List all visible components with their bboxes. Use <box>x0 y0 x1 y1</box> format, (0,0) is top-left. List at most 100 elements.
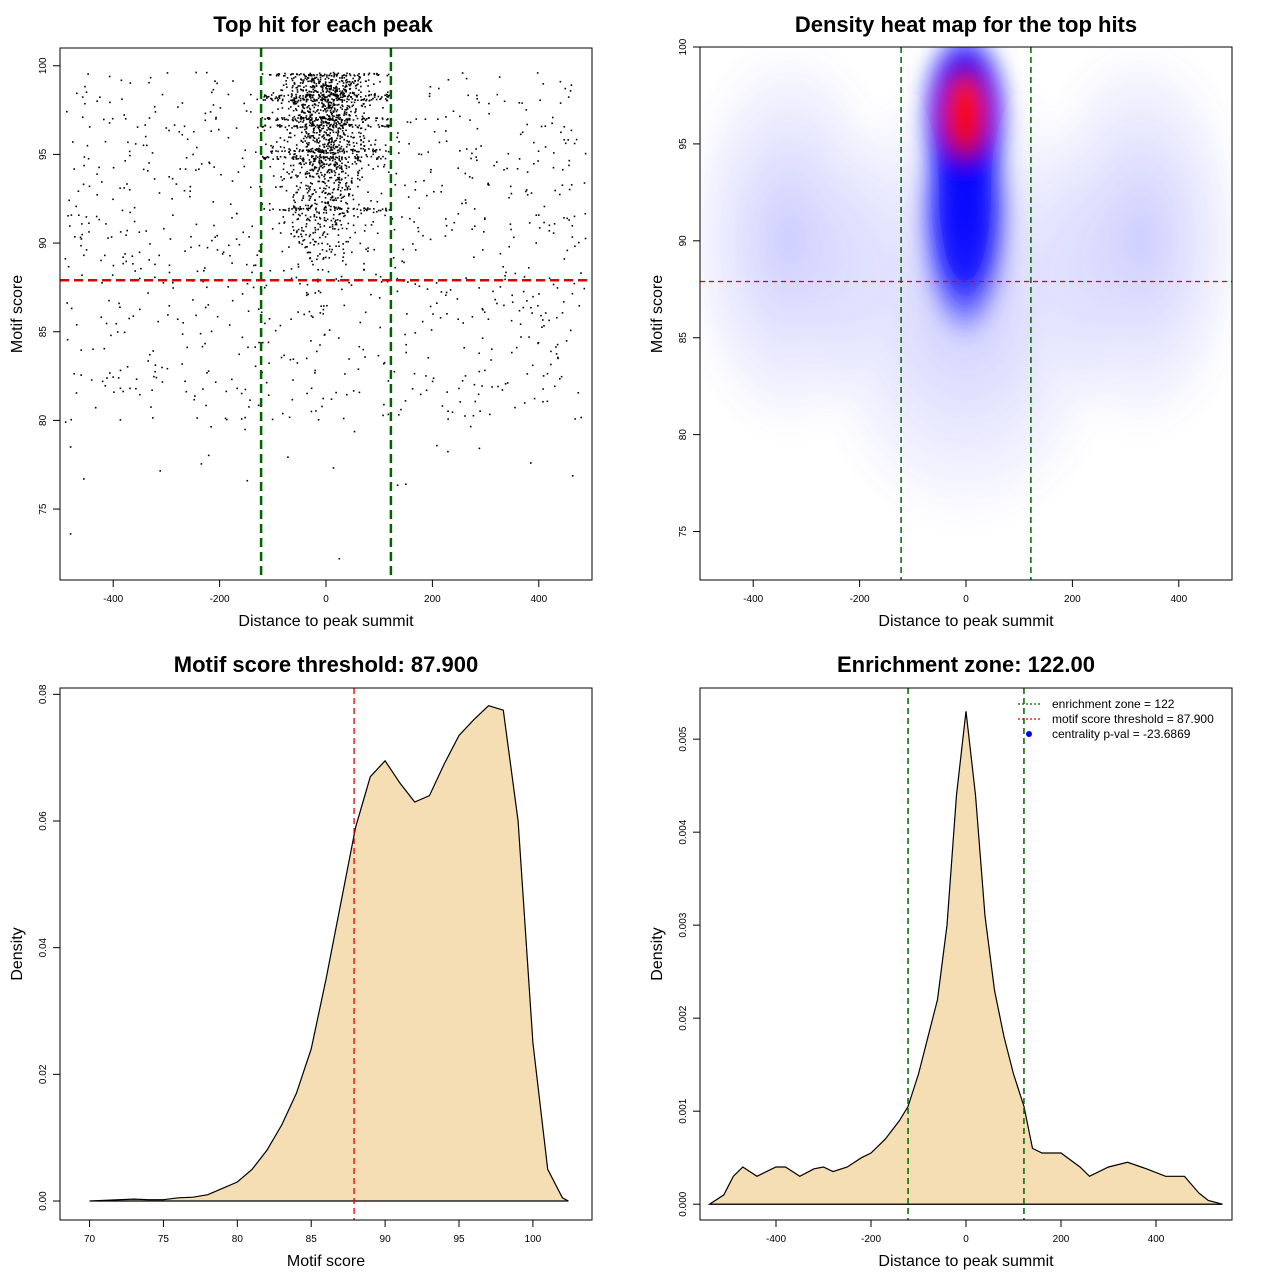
scatter-point <box>329 176 331 179</box>
scatter-point <box>521 131 524 134</box>
scatter-point <box>320 305 322 307</box>
scatter-point <box>333 72 336 75</box>
scatter-point <box>321 99 323 101</box>
scatter-point <box>365 80 367 82</box>
scatter-point <box>323 134 325 136</box>
scatter-point <box>283 75 285 77</box>
scatter-point <box>268 318 271 320</box>
scatter-point <box>333 74 335 77</box>
scatter-point <box>467 94 469 97</box>
scatter-point <box>299 162 302 164</box>
scatter-point <box>334 119 337 122</box>
scatter-point <box>352 141 355 144</box>
scatter-point <box>196 270 199 273</box>
scatter-point <box>286 171 288 174</box>
scatter-point <box>171 198 173 200</box>
scatter-point <box>96 100 98 102</box>
scatter-point <box>309 114 312 117</box>
scatter-point <box>327 77 330 80</box>
scatter-point <box>106 377 108 379</box>
scatter-point <box>283 222 285 224</box>
scatter-point <box>342 417 345 420</box>
scatter-point <box>277 108 279 110</box>
scatter-point <box>496 161 498 163</box>
scatter-point <box>280 176 282 178</box>
scatter-point <box>301 131 303 134</box>
scatter-point <box>373 73 376 75</box>
scatter-point <box>539 99 541 101</box>
scatter-point <box>235 127 238 129</box>
scatter-point <box>436 444 438 447</box>
scatter-point <box>317 149 320 151</box>
scatter-point <box>274 97 277 100</box>
scatter-point <box>345 79 347 82</box>
scatter-point <box>215 116 217 119</box>
scatter-point <box>257 404 260 407</box>
scatter-point <box>370 155 373 158</box>
scatter-point <box>204 342 206 345</box>
scatter-point <box>303 137 305 140</box>
scatter-point <box>321 269 324 271</box>
scatter-point <box>375 119 377 122</box>
scatter-point <box>305 132 308 135</box>
scatter-point <box>299 114 301 116</box>
scatter-point <box>543 205 546 208</box>
scatter-point <box>267 95 270 98</box>
scatter-point <box>323 181 325 183</box>
scatter-point <box>337 131 340 133</box>
scatter-point <box>322 190 325 192</box>
scatter-point <box>429 305 432 308</box>
scatter-point <box>148 117 151 119</box>
scatter-point <box>471 177 474 179</box>
scatter-point <box>349 83 352 86</box>
scatter-point <box>279 232 282 234</box>
scatter-point <box>210 330 213 333</box>
scatter-point <box>87 157 90 160</box>
scatter-point <box>318 167 321 169</box>
scatter-point <box>216 249 219 251</box>
scatter-point <box>332 189 335 191</box>
score-density-x-tick-label: 75 <box>158 1234 170 1245</box>
scatter-point <box>342 88 345 90</box>
scatter-point <box>314 158 317 160</box>
scatter-point <box>320 99 322 101</box>
scatter-point <box>308 149 310 152</box>
scatter-point <box>336 149 339 152</box>
scatter-point <box>267 118 270 120</box>
scatter-point <box>302 99 305 101</box>
scatter-point <box>288 114 291 117</box>
scatter-point <box>189 195 191 198</box>
scatter-point <box>309 111 312 114</box>
scatter-point <box>277 150 279 153</box>
scatter-point <box>339 137 341 140</box>
scatter-point <box>366 209 368 212</box>
scatter-point <box>312 124 315 126</box>
scatter-point <box>332 93 334 95</box>
scatter-point <box>328 164 330 167</box>
scatter-point <box>568 159 571 162</box>
scatter-point <box>280 125 283 127</box>
scatter-point <box>519 323 522 325</box>
heatmap-y-tick-label: 75 <box>678 526 689 538</box>
scatter-point <box>323 74 325 77</box>
scatter-point <box>122 256 124 258</box>
scatter-point <box>320 171 322 174</box>
scatter-point <box>303 239 306 241</box>
scatter-point <box>291 119 294 121</box>
scatter-point <box>297 114 300 117</box>
scatter-point <box>340 208 343 210</box>
scatter-point <box>548 230 551 232</box>
scatter-point <box>321 201 323 203</box>
scatter-point <box>278 95 280 97</box>
scatter-point <box>331 149 334 151</box>
scatter-point <box>295 93 297 96</box>
scatter-point <box>298 96 301 99</box>
scatter-point <box>302 197 305 199</box>
scatter-point <box>310 340 312 342</box>
scatter-point <box>341 288 343 291</box>
scatter-point <box>447 450 449 453</box>
scatter-point <box>148 259 150 261</box>
scatter-point <box>387 73 390 76</box>
scatter-point <box>541 326 543 328</box>
scatter-point <box>293 101 296 104</box>
